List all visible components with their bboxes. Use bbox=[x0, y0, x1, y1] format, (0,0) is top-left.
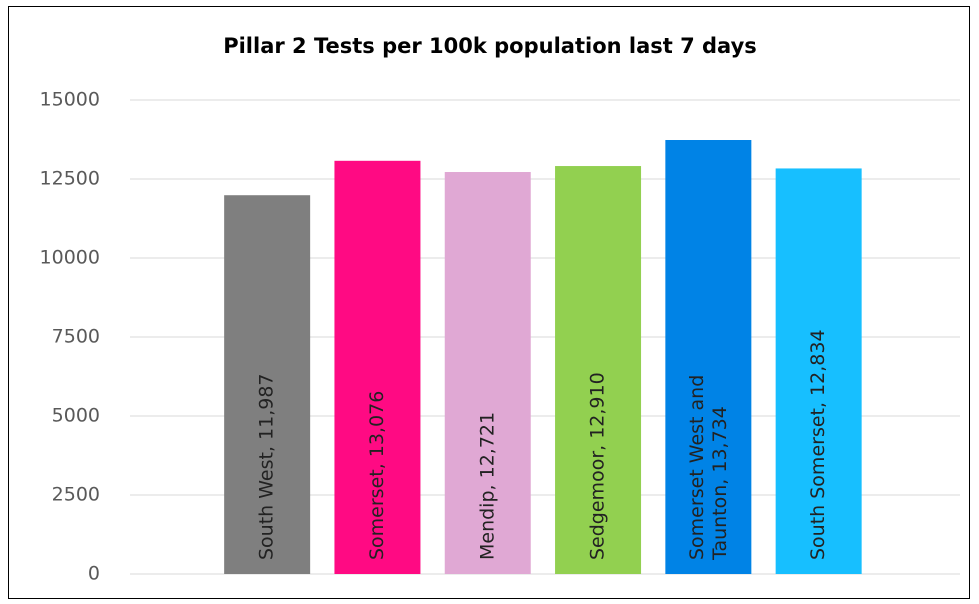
bar bbox=[665, 140, 752, 574]
value-label: Somerset, 13,076 bbox=[366, 391, 388, 560]
y-tick-label: 7500 bbox=[52, 326, 100, 348]
value-label: South Somerset, 12,834 bbox=[807, 329, 829, 560]
value-label: Somerset West andTaunton, 13,734 bbox=[685, 375, 730, 561]
bar bbox=[334, 160, 421, 574]
bar bbox=[224, 195, 311, 574]
y-tick-label: 15000 bbox=[40, 89, 100, 111]
value-label: South West, 11,987 bbox=[256, 373, 278, 560]
y-tick-label: 5000 bbox=[52, 405, 100, 427]
bar bbox=[444, 172, 531, 574]
bar bbox=[555, 166, 642, 574]
chart-title: Pillar 2 Tests per 100k population last … bbox=[223, 34, 757, 58]
value-label: Mendip, 12,721 bbox=[476, 412, 498, 560]
y-tick-label: 2500 bbox=[52, 484, 100, 506]
bar bbox=[775, 168, 862, 574]
y-tick-label: 0 bbox=[88, 563, 100, 585]
y-tick-label: 10000 bbox=[40, 247, 100, 269]
y-tick-label: 12500 bbox=[40, 168, 100, 190]
value-label: Sedgemoor, 12,910 bbox=[587, 372, 609, 560]
